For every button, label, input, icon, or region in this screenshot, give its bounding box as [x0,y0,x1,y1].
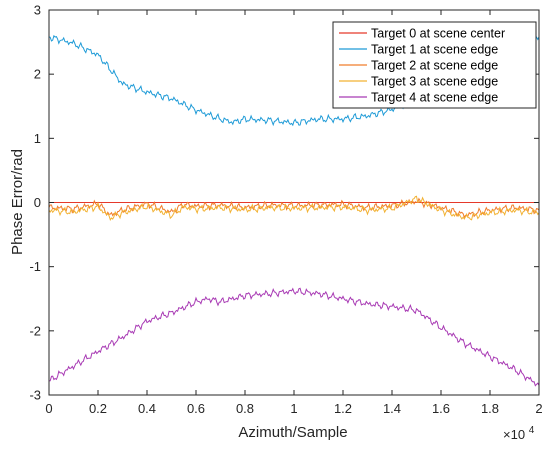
y-tick-label: 0 [34,195,41,210]
x-axis-label: Azimuth/Sample [238,424,347,441]
y-tick-label: -2 [29,323,41,338]
x-tick-label: 1.4 [383,401,401,416]
y-tick-label: 1 [34,131,41,146]
legend-label: Target 1 at scene edge [371,43,498,57]
legend-label: Target 0 at scene center [371,27,505,41]
x-tick-label: 1.2 [334,401,352,416]
x-tick-label: 1.8 [481,401,499,416]
series-layer [48,33,540,387]
legend-label: Target 3 at scene edge [371,75,498,89]
x-tick-label: 0.2 [89,401,107,416]
y-tick-label: -1 [29,259,41,274]
x-tick-label: 0.4 [138,401,156,416]
x-tick-label: 1.6 [432,401,450,416]
y-axis-label: Phase Error/rad [9,149,26,255]
legend-label: Target 2 at scene edge [371,59,498,73]
axes-layer: 0 0.2 0.4 0.6 0.8 1 1.2 1.4 1.6 1.8 2 -3 -2 -1 0 1 2 3 [29,3,542,417]
x-tick-label: 1 [290,401,297,416]
y-tick-label: -3 [29,388,41,403]
legend-label: Target 4 at scene edge [371,91,498,105]
series-line-4 [48,287,540,387]
x-tick-label: 2 [535,401,542,416]
series-line-3 [48,195,540,221]
y-tick-label: 2 [34,67,41,82]
legend: Target 0 at scene center Target 1 at scen… [332,21,537,109]
x-axis-multiplier-base: ×10 [503,427,525,442]
x-axis-multiplier-exponent: 4 [529,425,535,436]
x-tick-label: 0 [45,401,52,416]
y-tick-label: 3 [34,3,41,18]
x-axis-multiplier: ×10 4 [503,425,535,442]
x-tick-label: 0.6 [187,401,205,416]
x-tick-label: 0.8 [236,401,254,416]
